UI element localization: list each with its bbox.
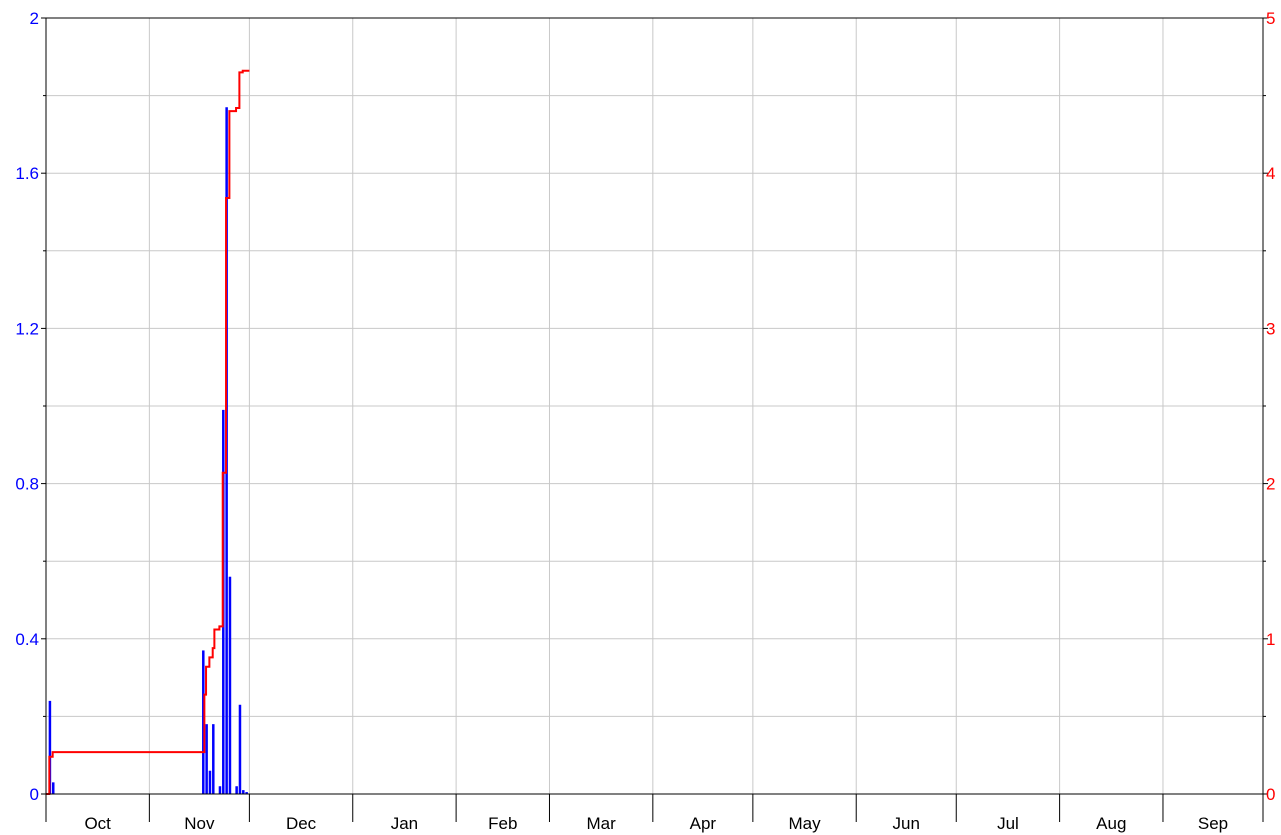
y-left-tick-label: 1.6 xyxy=(15,164,39,183)
x-tick-label: Jan xyxy=(391,814,418,833)
rain-bar xyxy=(218,786,222,794)
y-right-tick-label: 3 xyxy=(1266,319,1275,338)
rain-bar xyxy=(202,650,205,794)
y-left-tick-label: 0.8 xyxy=(15,475,39,494)
y-left-tick-label: 0 xyxy=(30,785,39,804)
rain-bar xyxy=(48,700,52,794)
rain-bar xyxy=(228,576,232,794)
y-left-tick-label: 0.4 xyxy=(15,630,39,649)
x-tick-label: May xyxy=(788,814,821,833)
x-tick-label: Apr xyxy=(690,814,717,833)
x-tick-label: Aug xyxy=(1096,814,1126,833)
y-right-tick-label: 0 xyxy=(1266,785,1275,804)
axis-labels: 0 0.4 0.8 1.2 1.6 2 0 1 2 3 4 5 Oct Nov Dec Jan Feb Mar Ap… xyxy=(15,9,1275,833)
x-tick-label: Feb xyxy=(488,814,517,833)
x-tick-label: Sep xyxy=(1198,814,1228,833)
y-left-tick-label: 2 xyxy=(30,9,39,28)
rain-bar xyxy=(212,724,215,794)
rain-bar xyxy=(238,704,242,794)
x-tick-label: Jun xyxy=(893,814,920,833)
grid xyxy=(46,17,1263,794)
cumulative-line xyxy=(46,69,250,795)
axes xyxy=(41,17,1268,822)
rain-bar xyxy=(242,790,245,794)
x-tick-label: Oct xyxy=(84,814,111,833)
y-left-tick-label: 1.2 xyxy=(15,319,39,338)
rain-bar xyxy=(235,786,238,794)
cumulative-path xyxy=(46,69,250,795)
x-tick-label: Dec xyxy=(286,814,317,833)
y-right-tick-label: 2 xyxy=(1266,475,1275,494)
x-tick-label: Nov xyxy=(184,814,215,833)
rain-bar xyxy=(52,782,55,794)
rain-bar xyxy=(208,770,212,794)
y-right-tick-label: 1 xyxy=(1266,630,1275,649)
x-tick-label: Jul xyxy=(997,814,1019,833)
x-tick-label: Mar xyxy=(587,814,617,833)
y-right-tick-label: 4 xyxy=(1266,164,1275,183)
y-right-tick-label: 5 xyxy=(1266,9,1275,28)
rain-bar xyxy=(205,724,208,794)
rain-bar xyxy=(245,792,248,794)
